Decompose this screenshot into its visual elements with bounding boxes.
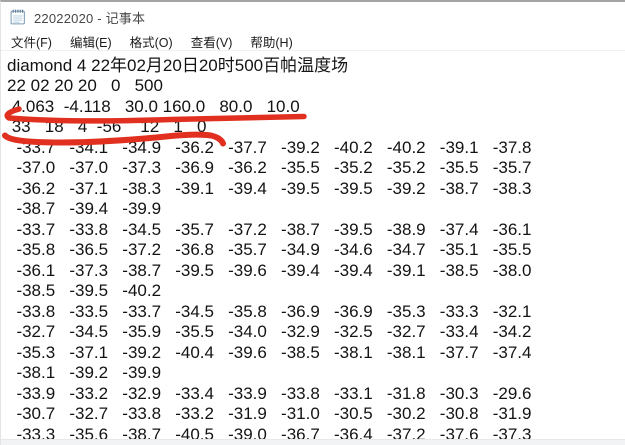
doc-line-data: -36.2 -37.1 -38.3 -39.1 -39.4 -39.5 -39.… <box>7 178 532 198</box>
menu-view[interactable]: 查看(V) <box>190 35 233 50</box>
status-bar <box>1 439 625 445</box>
doc-line-data: -38.1 -39.2 -39.9 <box>7 363 162 382</box>
doc-line-data: -38.5 -39.5 -40.2 <box>7 281 162 300</box>
doc-line-title: diamond 4 22年02月20日20时500百帕温度场 <box>7 55 349 75</box>
menu-help[interactable]: 帮助(H) <box>250 35 293 50</box>
doc-line-data: -37.0 -37.0 -37.3 -36.9 -36.2 -35.5 -35.… <box>7 158 532 177</box>
doc-line-data: -33.9 -33.2 -32.9 -33.4 -33.9 -33.8 -33.… <box>7 383 532 403</box>
doc-line-data: -33.3 -35.6 -38.7 -40.5 -39.0 -36.7 -36.… <box>7 424 532 440</box>
doc-line-data: -38.7 -39.4 -39.9 <box>7 199 162 218</box>
doc-line-data: -35.3 -37.1 -39.2 -40.4 -39.6 -38.5 -38.… <box>7 342 532 362</box>
doc-line-data: -33.7 -33.8 -34.5 -35.7 -37.2 -38.7 -39.… <box>7 219 532 239</box>
doc-line-data: -35.8 -36.5 -37.2 -36.8 -35.7 -34.9 -34.… <box>7 240 532 259</box>
text-editor[interactable]: diamond 4 22年02月20日20时500百帕温度场 22 02 20 … <box>2 53 625 439</box>
doc-line-header: 22 02 20 20 0 500 <box>7 76 163 95</box>
doc-line-data: -32.7 -34.5 -35.9 -35.5 -34.0 -32.9 -32.… <box>7 322 532 341</box>
title-bar: 22022020 - 记事本 <box>1 2 625 32</box>
menu-bar: 文件(F) 编辑(E) 格式(O) 查看(V) 帮助(H) <box>1 32 625 51</box>
doc-line-params: 4.063 -4.118 30.0 160.0 80.0 10.0 <box>7 96 300 116</box>
notepad-icon <box>10 9 25 25</box>
menu-file[interactable]: 文件(F) <box>11 35 52 50</box>
menu-format[interactable]: 格式(O) <box>129 35 173 50</box>
menu-edit[interactable]: 编辑(E) <box>69 35 112 50</box>
doc-line-data: -33.7 -34.1 -34.9 -36.2 -37.7 -39.2 -40.… <box>7 137 532 157</box>
doc-line-grid: 33 18 4 -56 12 1 0 <box>7 117 207 136</box>
window-title: 22022020 - 记事本 <box>34 10 146 26</box>
doc-line-data: -33.8 -33.5 -33.7 -34.5 -35.8 -36.9 -36.… <box>7 301 532 321</box>
doc-line-data: -36.1 -37.3 -38.7 -39.5 -39.6 -39.4 -39.… <box>7 260 532 280</box>
doc-line-data: -30.7 -32.7 -33.8 -33.2 -31.9 -31.0 -30.… <box>7 404 532 423</box>
